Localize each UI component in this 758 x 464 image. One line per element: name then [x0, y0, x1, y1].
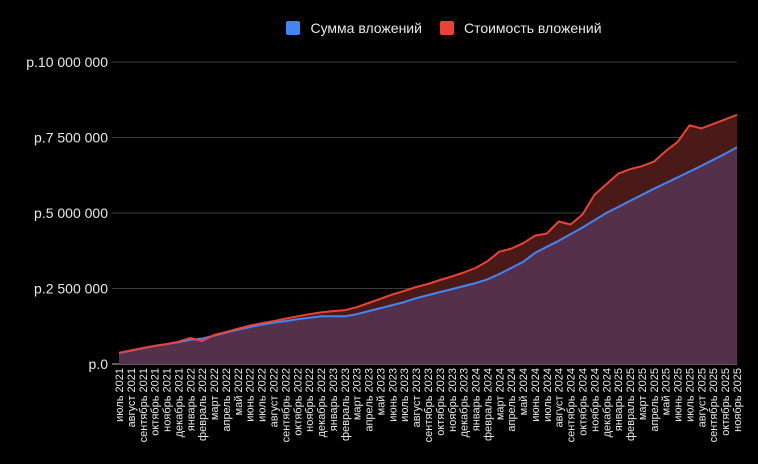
x-tick-label: февраль 2022: [197, 368, 209, 441]
x-tick-label: июнь 2025: [673, 368, 685, 422]
legend: Сумма вложений Стоимость вложений: [0, 20, 758, 36]
x-tick-label: декабрь 2023: [459, 368, 471, 437]
y-tick-label: р.5 000 000: [34, 205, 108, 221]
x-tick-label: сентябрь 2024: [566, 368, 578, 442]
x-tick-label: декабрь 2021: [173, 368, 185, 437]
legend-item-sum[interactable]: Сумма вложений: [286, 20, 422, 36]
x-tick-label: сентябрь 2021: [138, 368, 150, 442]
x-tick-label: август 2022: [269, 368, 281, 427]
x-tick-label: ноябрь 2021: [162, 368, 174, 432]
x-tick-label: февраль 2024: [482, 368, 494, 441]
y-tick-label: р.0: [89, 356, 109, 372]
y-tick-label: р.10 000 000: [26, 54, 108, 70]
x-tick-label: июнь 2023: [387, 368, 399, 422]
legend-label-sum: Сумма вложений: [310, 20, 422, 36]
x-tick-label: октябрь 2024: [578, 368, 590, 436]
x-tick-label: апрель 2024: [506, 368, 518, 432]
x-tick-label: май 2024: [518, 368, 530, 415]
x-tick-label: декабрь 2024: [601, 368, 613, 437]
x-tick-label: сентябрь 2025: [708, 368, 720, 442]
x-tick-label: ноябрь 2025: [732, 368, 744, 432]
x-tick-label: ноябрь 2023: [447, 368, 459, 432]
x-tick-label: январь 2025: [613, 368, 625, 431]
x-tick-label: июль 2025: [684, 368, 696, 422]
x-tick-label: апрель 2022: [221, 368, 233, 432]
x-tick-label: май 2025: [661, 368, 673, 415]
x-tick-label: февраль 2023: [340, 368, 352, 441]
x-tick-label: март 2025: [637, 368, 649, 420]
area-series-0: [119, 147, 737, 364]
x-tick-label: май 2022: [233, 368, 245, 415]
x-tick-label: апрель 2023: [364, 368, 376, 432]
x-tick-label: январь 2023: [328, 368, 340, 431]
y-tick-label: р.2 500 000: [34, 281, 108, 297]
x-tick-label: январь 2022: [185, 368, 197, 431]
x-tick-label: март 2023: [352, 368, 364, 420]
x-tick-label: июль 2022: [257, 368, 269, 422]
x-tick-label: сентябрь 2023: [423, 368, 435, 442]
legend-swatch-sum: [286, 21, 301, 35]
x-tick-label: июнь 2022: [245, 368, 257, 422]
y-tick-label: р.7 500 000: [34, 130, 108, 146]
x-tick-label: июль 2024: [542, 368, 554, 422]
x-tick-label: март 2024: [494, 368, 506, 420]
x-tick-label: июль 2023: [399, 368, 411, 422]
legend-label-value: Стоимость вложений: [463, 20, 602, 36]
legend-swatch-value: [439, 21, 454, 35]
x-tick-label: март 2022: [209, 368, 221, 420]
x-tick-label: июнь 2024: [530, 368, 542, 422]
x-tick-label: ноябрь 2022: [304, 368, 316, 432]
x-tick-label: апрель 2025: [649, 368, 661, 432]
x-tick-label: май 2023: [375, 368, 387, 415]
x-tick-label: сентябрь 2022: [280, 368, 292, 442]
x-tick-label: июль 2021: [114, 368, 126, 422]
x-tick-label: август 2021: [126, 368, 138, 427]
x-tick-label: август 2023: [411, 368, 423, 427]
x-tick-label: декабрь 2022: [316, 368, 328, 437]
x-tick-label: ноябрь 2024: [589, 368, 601, 432]
x-tick-label: август 2025: [696, 368, 708, 427]
x-tick-label: август 2024: [554, 368, 566, 427]
x-tick-label: февраль 2025: [625, 368, 637, 441]
x-tick-label: январь 2024: [471, 368, 483, 431]
x-tick-label: октябрь 2022: [292, 368, 304, 436]
x-tick-label: октябрь 2021: [150, 368, 162, 436]
x-tick-label: октябрь 2025: [720, 368, 732, 436]
x-tick-label: октябрь 2023: [435, 368, 447, 436]
legend-item-value[interactable]: Стоимость вложений: [439, 20, 602, 36]
